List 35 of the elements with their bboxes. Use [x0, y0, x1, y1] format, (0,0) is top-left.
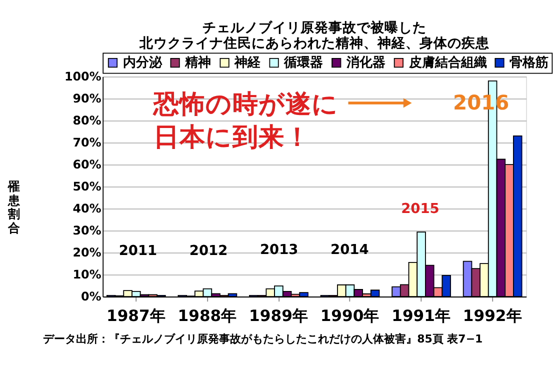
y-tick-label: 20%	[72, 246, 102, 260]
y-tick-label: 70%	[72, 136, 102, 150]
legend-label: 内分泌	[122, 54, 163, 70]
x-tick-label: 1987年	[106, 306, 166, 325]
x-tick-label: 1992年	[462, 306, 522, 325]
annotation: 2014	[330, 242, 369, 258]
y-tick-label: 10%	[72, 268, 102, 282]
y-tick-label: 0%	[81, 290, 102, 304]
y-tick-label: 80%	[72, 114, 102, 128]
text: データ出所：『チェルノブイリ原発事故がもたらしたこれだけの人体被害』85頁 表7−1	[43, 332, 483, 346]
x-tick-label: 1990年	[320, 306, 380, 325]
y-tick-label: 40%	[72, 202, 102, 216]
annotation: 2013	[260, 242, 298, 258]
y-tick-label: 100%	[64, 70, 102, 84]
legend-label: 循環器	[283, 55, 324, 70]
legend-label: 骨格筋	[510, 55, 549, 70]
legend-label: 神経	[234, 54, 262, 70]
y-axis-title: 罹患割合	[7, 180, 22, 235]
y-tick-label: 50%	[72, 180, 102, 194]
text: 北ウクライナ住民にあらわれた精神、神経、身体の疾患	[139, 36, 490, 52]
annotation: 恐怖の時が遂に	[152, 89, 338, 120]
legend-label: 皮膚結合組織	[408, 54, 487, 70]
legend-label: 消化器	[345, 55, 386, 70]
x-tick-label: 1991年	[392, 306, 451, 325]
x-tick-label: 1988年	[178, 306, 238, 325]
annotation: 2012	[189, 242, 228, 259]
annotation: 2015	[401, 201, 440, 218]
annotation: 2011	[118, 242, 158, 259]
annotation: 日本に到来！	[153, 122, 310, 152]
y-tick-label: 90%	[72, 92, 102, 106]
y-tick-label: 30%	[72, 224, 102, 238]
x-tick-label: 1989年	[249, 306, 308, 325]
legend-label: 精神	[184, 54, 212, 70]
y-tick-label: 60%	[72, 158, 102, 172]
text: チェルノブイリ原発事故で被曝した	[202, 20, 426, 36]
